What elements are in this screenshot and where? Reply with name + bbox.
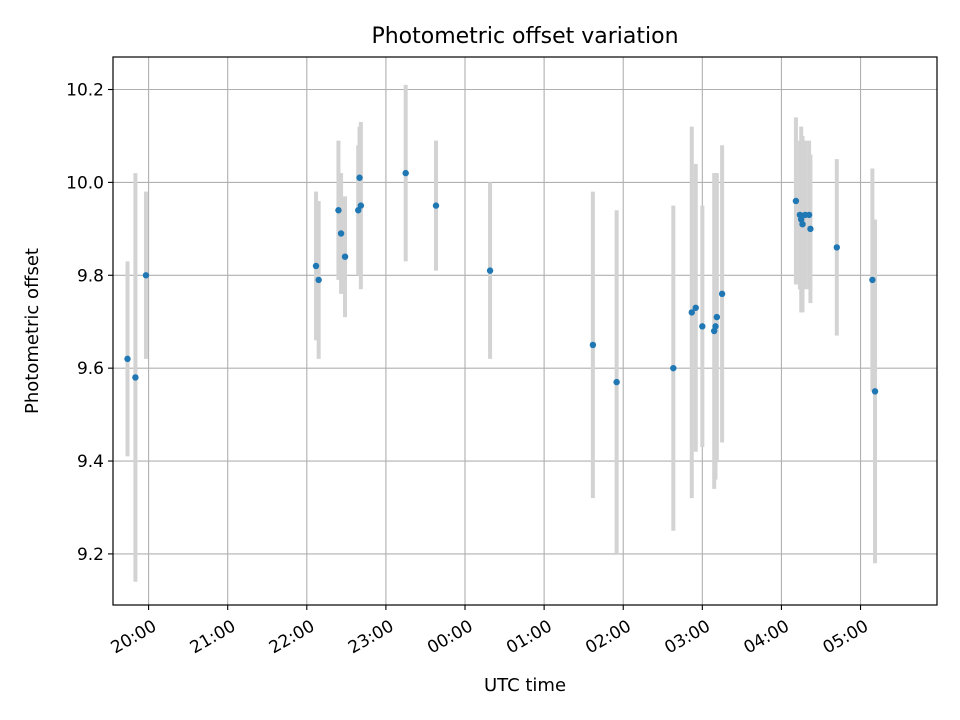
data-point xyxy=(402,169,409,177)
data-point xyxy=(589,341,597,349)
data-point xyxy=(142,272,150,279)
data-point xyxy=(713,313,721,321)
data-point xyxy=(699,323,706,330)
data-point xyxy=(692,304,699,311)
data-point xyxy=(486,267,494,274)
data-point xyxy=(613,378,620,386)
data-point xyxy=(315,276,322,284)
y-tick-label: 9.2 xyxy=(77,545,104,565)
data-point xyxy=(337,230,345,237)
data-point xyxy=(871,388,879,395)
data-point xyxy=(712,323,719,330)
y-tick-label: 9.8 xyxy=(77,266,104,286)
y-tick-label: 10.2 xyxy=(66,81,104,101)
data-point xyxy=(356,174,363,181)
data-point xyxy=(869,276,876,284)
y-tick-label: 9.4 xyxy=(77,452,104,472)
y-tick-label: 9.6 xyxy=(77,359,104,379)
y-axis-label: Photometric offset xyxy=(22,248,43,414)
chart-title: Photometric offset variation xyxy=(371,24,678,49)
data-point xyxy=(432,202,440,209)
data-point xyxy=(805,211,813,219)
data-point xyxy=(124,355,131,363)
data-point xyxy=(799,220,806,228)
x-axis-label: UTC time xyxy=(484,675,566,696)
data-point xyxy=(132,374,139,381)
data-point xyxy=(341,253,349,260)
data-point xyxy=(718,290,726,298)
data-point xyxy=(355,207,362,214)
data-point xyxy=(670,364,677,372)
data-point xyxy=(833,244,841,251)
plot-frame xyxy=(112,56,938,606)
data-point xyxy=(792,197,800,205)
data-point xyxy=(688,309,695,316)
data-point xyxy=(335,207,342,214)
data-point xyxy=(807,225,814,233)
data-point xyxy=(357,202,365,209)
y-tick-label: 10.0 xyxy=(66,173,104,193)
point-layer xyxy=(124,169,879,395)
data-point xyxy=(312,262,320,270)
